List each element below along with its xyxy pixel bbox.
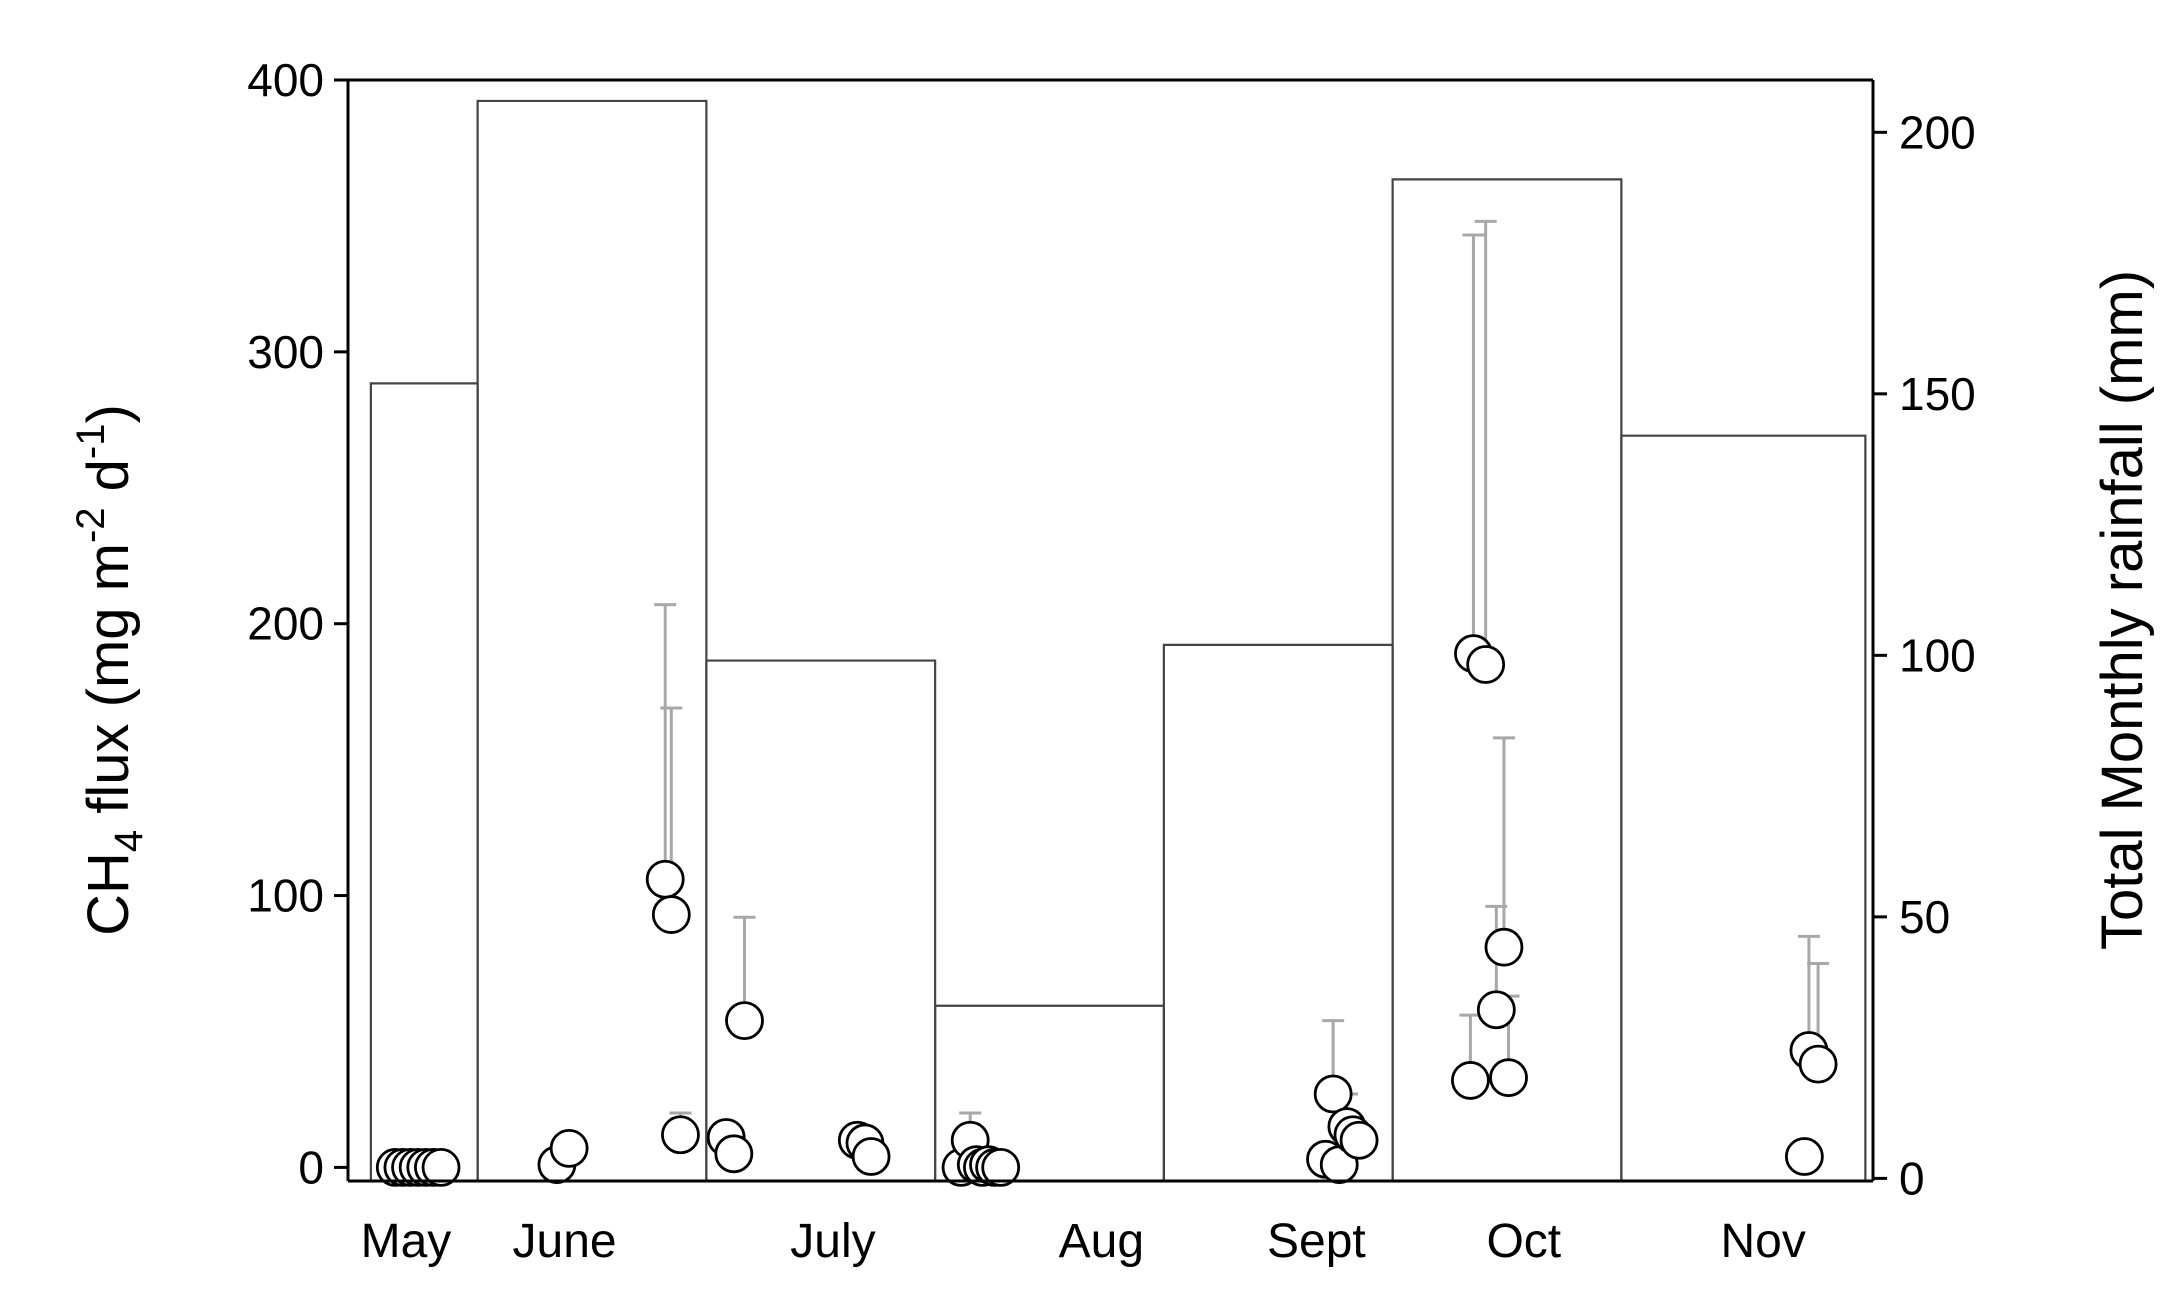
- left-tick-label: 300: [247, 326, 324, 378]
- rainfall-bar-sept: [1162, 643, 1394, 1181]
- month-label-june: June: [513, 1215, 617, 1268]
- left-tick-label: 0: [298, 1141, 324, 1193]
- right-tick-label: 200: [1899, 106, 1976, 158]
- error-bar: [1474, 219, 1497, 665]
- error-bar: [1462, 233, 1485, 654]
- flux-point: [549, 1128, 589, 1168]
- month-label-july: July: [790, 1215, 875, 1268]
- right-tick-label: 100: [1899, 629, 1976, 681]
- right-tick-label: 0: [1899, 1152, 1925, 1204]
- left-tick-label: 400: [247, 54, 324, 106]
- flux-points: [375, 634, 1838, 1187]
- flux-point: [1451, 1061, 1490, 1100]
- error-bar: [1492, 736, 1515, 948]
- month-label-nov: Nov: [1721, 1215, 1806, 1268]
- month-label-may: May: [361, 1215, 452, 1268]
- flux-point: [725, 1001, 764, 1041]
- rainfall-bar-june: [476, 99, 708, 1181]
- rainfall-bar-nov: [1620, 434, 1867, 1181]
- flux-point: [661, 1115, 700, 1155]
- rainfall-bars: [369, 99, 1867, 1181]
- flux-point: [1798, 1044, 1838, 1084]
- flux-point: [1313, 1074, 1353, 1114]
- flux-point: [1484, 927, 1524, 967]
- right-tick-label: 50: [1899, 891, 1950, 943]
- flux-point: [1466, 645, 1506, 684]
- rainfall-bar-oct: [1391, 178, 1623, 1181]
- axis-labels: 0 100 200 300 400 0 50 100 150 200 May June July Aug S…: [247, 54, 1976, 1268]
- error-bar: [654, 603, 677, 880]
- month-label-sept: Sept: [1267, 1215, 1366, 1268]
- flux-point: [651, 895, 691, 934]
- flux-point: [1784, 1137, 1824, 1176]
- flux-point: [714, 1134, 754, 1174]
- rainfall-bar-july: [705, 659, 937, 1181]
- flux-point: [1489, 1058, 1528, 1098]
- left-tick-label: 200: [247, 598, 324, 650]
- month-label-oct: Oct: [1486, 1215, 1561, 1268]
- right-tick-label: 150: [1899, 368, 1976, 420]
- error-bars: [384, 219, 1830, 1168]
- left-axis-title: CH4 flux (mg m-2 d-1): [69, 404, 151, 936]
- month-label-aug: Aug: [1059, 1215, 1144, 1268]
- rainfall-bar-may: [369, 382, 479, 1181]
- axes: [334, 78, 1887, 1183]
- flux-point: [851, 1137, 891, 1176]
- flux-point: [981, 1148, 1021, 1187]
- flux-point: [1339, 1120, 1379, 1160]
- flux-point: [421, 1148, 461, 1187]
- left-tick-label: 100: [247, 870, 324, 922]
- flux-point: [1476, 990, 1516, 1030]
- right-axis-title: Total Monthly rainfall (mm): [2090, 270, 2155, 950]
- flux-point: [645, 859, 685, 899]
